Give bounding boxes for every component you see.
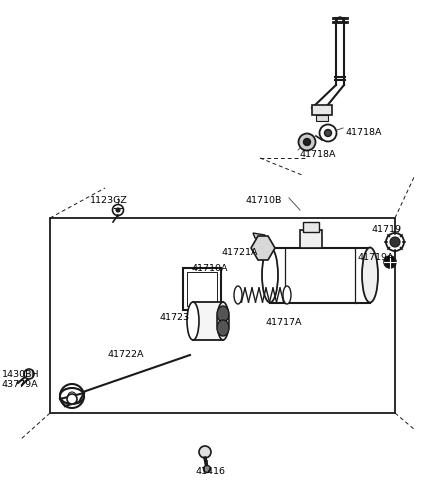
Text: 41718A: 41718A (345, 128, 381, 137)
Text: 41416: 41416 (195, 467, 225, 476)
Circle shape (319, 125, 337, 142)
Bar (193, 302, 223, 340)
Text: 41718A: 41718A (300, 150, 337, 159)
Ellipse shape (262, 248, 278, 302)
Circle shape (67, 394, 77, 404)
Text: 41723: 41723 (160, 313, 190, 322)
Bar (50, 218, 395, 413)
Circle shape (298, 134, 316, 150)
Bar (300, 230, 322, 248)
Text: 41717A: 41717A (265, 318, 301, 327)
Circle shape (203, 465, 211, 473)
Ellipse shape (217, 306, 229, 322)
Bar (270, 248, 370, 303)
Bar (316, 115, 328, 121)
Circle shape (386, 233, 404, 251)
Text: 43779A: 43779A (2, 380, 39, 389)
Circle shape (325, 130, 332, 137)
Text: 41722A: 41722A (108, 350, 144, 359)
Text: 41719A: 41719A (358, 253, 394, 262)
Text: 1430BH: 1430BH (2, 370, 40, 379)
Bar (187, 272, 217, 306)
Circle shape (60, 384, 84, 408)
Ellipse shape (60, 388, 84, 404)
Bar (312, 105, 332, 115)
Ellipse shape (362, 248, 378, 302)
Bar (303, 222, 319, 232)
Text: 41721A: 41721A (222, 248, 258, 257)
Ellipse shape (217, 302, 229, 340)
Circle shape (390, 237, 400, 247)
Ellipse shape (187, 302, 199, 340)
Bar (183, 268, 221, 310)
Circle shape (384, 256, 396, 268)
Circle shape (67, 391, 77, 401)
Circle shape (113, 204, 123, 215)
Circle shape (68, 392, 76, 400)
Circle shape (199, 446, 211, 458)
Circle shape (116, 208, 120, 212)
Circle shape (304, 139, 310, 146)
Ellipse shape (217, 320, 229, 336)
Text: 41710A: 41710A (192, 264, 228, 273)
Text: 41719: 41719 (372, 225, 402, 234)
Ellipse shape (283, 286, 291, 304)
Text: 41710B: 41710B (246, 196, 283, 205)
Polygon shape (253, 233, 265, 240)
Text: 1123GZ: 1123GZ (90, 196, 128, 205)
Ellipse shape (234, 286, 242, 304)
Polygon shape (251, 236, 275, 260)
Circle shape (24, 369, 34, 379)
